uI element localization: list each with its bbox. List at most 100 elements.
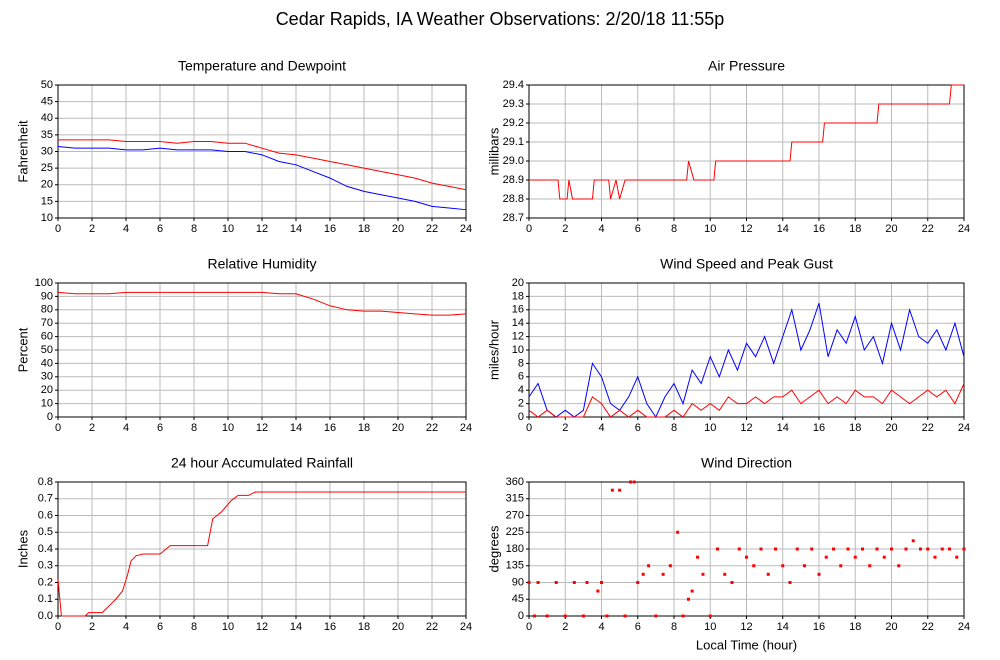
x-tick-label: 16 [813,422,825,434]
x-tick-label: 2 [562,223,568,235]
y-tick-label: 315 [506,493,524,505]
data-point [875,547,879,551]
chart-panel: 24 hour Accumulated Rainfall Inches 0.0 0.1… [15,455,472,633]
x-tick-label: 22 [922,621,934,633]
x-tick-label: 14 [777,223,789,235]
x-tick-label: 24 [460,422,472,434]
y-tick-label: 45 [512,593,524,605]
x-tick-label: 2 [89,422,95,434]
x-tick-label: 4 [598,223,604,235]
y-tick-label: 29.0 [503,155,524,167]
y-tick-label: 28.8 [503,193,524,205]
x-tick-label: 10 [704,621,716,633]
data-point [545,614,549,618]
data-point [536,581,540,584]
chart-panel: Temperature and DewpointFahrenheit101520… [15,58,472,235]
y-tick-label: 15 [41,195,53,207]
x-tick-label: 18 [849,223,861,235]
y-tick-label: 30 [41,371,53,383]
data-point [933,555,937,559]
data-line [58,139,467,191]
x-tick-label: 2 [562,621,568,633]
data-point [868,564,872,568]
data-point [839,564,843,568]
data-point [708,614,712,618]
plot-frame [57,481,467,617]
x-tick-label: 8 [671,621,677,633]
plot-frame [57,282,467,418]
data-point [962,547,966,551]
x-tick-label: 16 [813,223,825,235]
data-point [890,547,893,551]
y-tick-label: 20 [512,277,524,289]
data-point [629,480,632,484]
data-point [623,614,627,618]
data-point [690,589,694,593]
data-point [596,589,600,593]
data-point [882,555,886,559]
data-line [528,383,965,418]
y-tick-label: 50 [41,344,53,356]
chart-panel: Air Pressure millibars 28.7 28.8 28.9 29.0 29.… [486,58,970,235]
data-point [861,547,864,551]
data-point [926,547,930,551]
y-tick-label: 90 [512,576,524,588]
data-point [716,547,719,551]
x-tick-label: 10 [222,621,234,633]
x-tick-label: 18 [849,422,861,434]
x-tick-label: 16 [813,621,825,633]
data-point [532,614,536,618]
x-tick-label: 20 [885,223,897,235]
x-tick-label: 18 [358,223,370,235]
y-tick-label: 14 [512,317,524,329]
plot-frame [57,84,467,219]
x-tick-label: 2 [562,422,568,434]
x-tick-label: 10 [704,422,716,434]
y-tick-label: 45 [41,96,53,108]
y-tick-label: 0.6 [38,509,53,521]
y-tick-label: 10 [512,344,524,356]
data-point [636,581,640,584]
data-point [585,581,589,584]
data-point [581,614,585,618]
x-tick-label: 12 [740,621,752,633]
data-line [528,302,965,419]
x-tick-label: 14 [290,422,302,434]
y-tick-label: 6 [518,371,524,383]
page-title: Cedar Rapids, IA Weather Observations: 2… [276,9,725,29]
x-tick-label: 0 [55,223,61,235]
y-tick-label: 10 [41,398,53,410]
x-tick-label: 14 [290,621,302,633]
y-tick-label: 29.1 [503,136,524,148]
data-point [810,547,814,551]
x-tick-label: 24 [958,422,970,434]
x-tick-label: 12 [740,223,752,235]
data-point [781,564,785,568]
x-tick-label: 20 [392,422,404,434]
y-tick-label: 0.5 [38,526,53,538]
data-point [803,564,806,568]
data-point [730,581,734,584]
x-tick-label: 20 [885,621,897,633]
data-point [911,539,915,543]
y-tick-label: 16 [512,304,524,316]
x-tick-label: 2 [89,223,95,235]
y-tick-label: 2 [518,398,524,410]
x-tick-label: 6 [157,223,163,235]
x-tick-label: 8 [191,223,197,235]
x-tick-label: 12 [256,422,268,434]
x-tick-label: 14 [777,621,789,633]
x-tick-label: 4 [123,422,129,434]
plot-frame [528,282,965,418]
x-tick-label: 18 [849,621,861,633]
y-tick-label: 8 [518,357,524,369]
x-tick-label: 10 [222,422,234,434]
chart-title: Relative Humidity [208,256,317,272]
y-tick-label: 0.1 [38,593,53,605]
y-tick-label: 29.4 [503,79,524,91]
x-tick-label: 6 [157,422,163,434]
x-tick-label: 20 [885,422,897,434]
data-point [745,555,748,559]
y-tick-label: 0.0 [38,610,53,622]
